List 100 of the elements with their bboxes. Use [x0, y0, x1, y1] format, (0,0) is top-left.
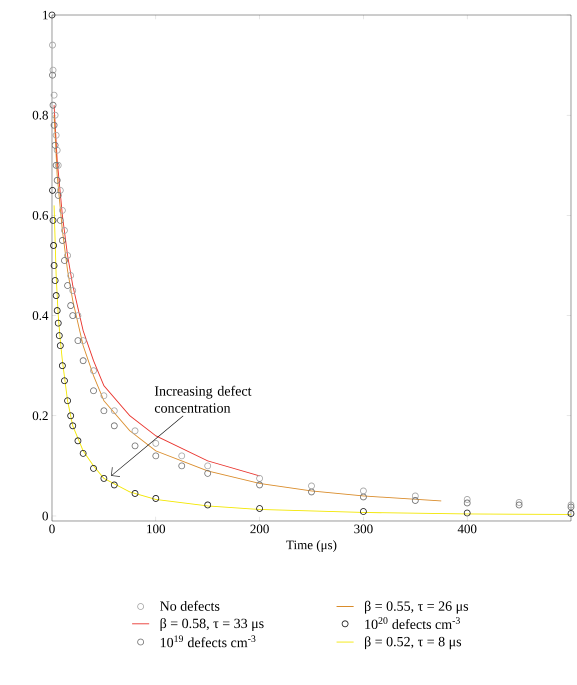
point: [50, 102, 56, 109]
point: [54, 320, 62, 327]
point: [52, 142, 59, 149]
point: [110, 422, 118, 430]
x-tick-label: 300: [354, 524, 373, 534]
point: [152, 495, 160, 502]
x-tick-label: 200: [250, 524, 269, 534]
point: [52, 277, 59, 284]
point: [56, 342, 64, 350]
point: [49, 72, 56, 79]
point: [516, 499, 522, 506]
y-tick-label: 0.2: [32, 411, 48, 420]
point: [69, 422, 76, 430]
point: [80, 450, 87, 457]
point: [464, 500, 471, 506]
point: [412, 497, 419, 504]
point: [58, 206, 66, 214]
point: [67, 412, 74, 420]
point: [74, 337, 82, 344]
x-tick-label: 0: [49, 524, 55, 534]
point: [132, 427, 138, 434]
point: [50, 92, 58, 99]
point: [100, 392, 108, 400]
point: [204, 462, 212, 470]
point: [178, 452, 186, 460]
point: [61, 377, 68, 384]
point: [50, 122, 58, 129]
legend-label: β = 0.58, τ = 33 μs: [160, 618, 264, 631]
point: [152, 440, 160, 447]
point: [74, 312, 82, 319]
point: [64, 282, 71, 289]
point: [50, 242, 57, 249]
point: [56, 186, 64, 194]
line-series: [54, 204, 572, 515]
annotation: Increasing defect concentration: [154, 386, 252, 413]
point: [464, 496, 471, 503]
point: [54, 146, 61, 154]
point: [568, 510, 574, 517]
x-axis-title: Time (μs): [286, 540, 336, 552]
point: [69, 312, 76, 319]
point: [54, 192, 62, 199]
point: [204, 470, 212, 477]
point: [90, 387, 97, 394]
point: [360, 494, 367, 500]
point: [308, 488, 315, 496]
legend-label: β = 0.52, τ = 8 μs: [364, 636, 462, 650]
point: [132, 442, 138, 450]
point: [256, 482, 263, 488]
legend-label: β = 0.55, τ = 26 μs: [364, 600, 468, 614]
point: [61, 257, 68, 264]
point: [50, 262, 58, 269]
point: [516, 502, 522, 508]
y-tick-label: 0: [42, 512, 48, 520]
point: [48, 12, 56, 18]
point: [178, 462, 186, 470]
point: [110, 482, 118, 488]
point: [308, 482, 315, 490]
point: [90, 367, 97, 374]
point: [50, 217, 56, 224]
point: [54, 307, 61, 314]
point: [110, 407, 118, 414]
legend-label: No defects: [160, 600, 220, 611]
point: [64, 252, 71, 259]
point: [67, 302, 74, 309]
point: [67, 272, 74, 279]
point: [412, 492, 419, 500]
point: [56, 217, 64, 224]
point: [52, 292, 60, 299]
point: [49, 186, 56, 194]
point: [360, 508, 367, 515]
point: [54, 176, 61, 184]
x-tick-label: 100: [147, 524, 166, 534]
point: [58, 362, 66, 370]
point: [132, 490, 138, 497]
point: [56, 332, 63, 340]
y-tick-label: 0.4: [32, 311, 48, 320]
point: [100, 475, 108, 482]
point: [64, 397, 71, 404]
y-tick-label: 1: [43, 10, 48, 20]
point: [58, 237, 66, 244]
point: [80, 337, 87, 344]
legend-label: 10$^{19}$ defects cm$^{-3}$: [160, 635, 256, 648]
point: [52, 132, 60, 139]
point: [61, 227, 68, 234]
point: [90, 464, 97, 472]
point: [256, 505, 263, 512]
point: [204, 502, 212, 508]
point: [74, 437, 82, 444]
legend-label: 10$^{20}$ defects cm$^{-3}$: [365, 617, 460, 630]
y-tick-label: 0.8: [32, 110, 48, 120]
point: [80, 357, 87, 364]
point: [49, 42, 56, 48]
point: [464, 510, 471, 516]
line-series: [54, 114, 442, 502]
point: [152, 452, 160, 460]
point: [100, 407, 108, 414]
point: [256, 475, 263, 482]
point: [360, 488, 367, 494]
point: [69, 287, 76, 294]
x-tick-label: 400: [458, 524, 476, 534]
